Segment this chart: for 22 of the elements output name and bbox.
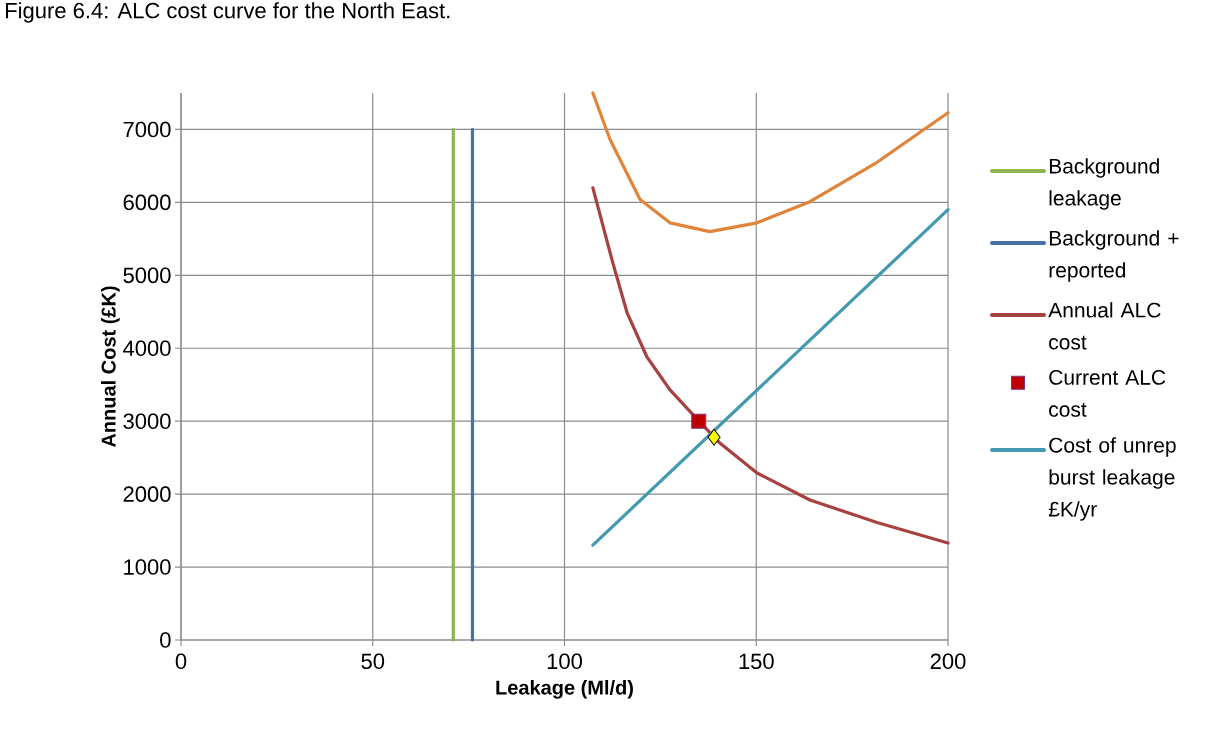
chart-title: Figure 6.4: ALC cost curve for the North East. xyxy=(6,2,450,23)
legend-label: Cost of unrep burst leakage £K/yr xyxy=(1048,437,1176,521)
legend-label: Background + reported xyxy=(1049,230,1179,282)
x-tick-label: 200 xyxy=(930,653,966,670)
legend-label: Current ALC cost xyxy=(1049,369,1166,417)
y-tick-label: 0 xyxy=(160,632,171,648)
y-tick-label: 3000 xyxy=(123,413,171,429)
y-tick-label: 1000 xyxy=(124,559,171,575)
x-tick-label: 150 xyxy=(739,653,774,670)
x-tick-label: 100 xyxy=(547,653,582,670)
y-axis-title: Annual Cost (£K) xyxy=(101,286,120,448)
y-tick-label: 7000 xyxy=(123,121,171,138)
y-tick-label: 4000 xyxy=(123,340,171,357)
x-tick-label: 0 xyxy=(175,653,187,670)
x-axis-title: Leakage (Ml/d) xyxy=(496,679,633,699)
y-tick-label: 2000 xyxy=(123,486,171,502)
y-tick-label: 5000 xyxy=(123,267,171,284)
legend-label: Annual ALC cost xyxy=(1048,302,1161,350)
y-tick-label: 6000 xyxy=(123,194,171,211)
line-series xyxy=(591,91,950,234)
x-tick-label: 50 xyxy=(361,653,385,670)
legend-label: Background leakage xyxy=(1049,158,1159,210)
